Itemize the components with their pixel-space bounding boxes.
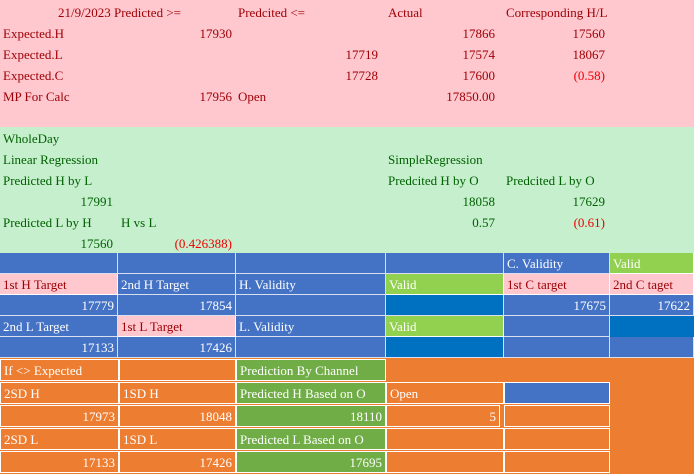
second-l-target-value[interactable]: 17133 bbox=[0, 337, 118, 358]
h-validity-value[interactable]: Valid bbox=[386, 274, 504, 295]
predicted-h-by-l-label[interactable]: Predicted H by L bbox=[3, 173, 93, 188]
open-label[interactable]: Open bbox=[238, 89, 267, 104]
second-h-target-value[interactable]: 17854 bbox=[118, 295, 236, 316]
predicted-h-based-on-o-label[interactable]: Predicted H Based on O bbox=[236, 382, 386, 404]
empty-cell[interactable] bbox=[386, 337, 504, 358]
linear-regression-label[interactable]: Linear Regression bbox=[3, 152, 98, 167]
first-c-target-label[interactable]: 1st C target bbox=[504, 274, 610, 295]
open-value[interactable]: 5 bbox=[386, 405, 500, 427]
h-vs-l-label[interactable]: H vs L bbox=[121, 215, 157, 230]
sd1-l-value[interactable]: 17426 bbox=[119, 451, 236, 473]
h-vs-l-value[interactable]: (0.426388) bbox=[174, 236, 232, 251]
row-label[interactable]: Expected.C bbox=[3, 68, 64, 83]
first-h-target-value[interactable]: 17779 bbox=[0, 295, 118, 316]
empty-cell[interactable] bbox=[236, 253, 386, 274]
mp-for-calc-value[interactable]: 17956 bbox=[199, 89, 233, 104]
empty-cell[interactable] bbox=[119, 359, 236, 381]
empty-cell[interactable] bbox=[610, 316, 694, 337]
cell-predicted-le[interactable]: 17728 bbox=[345, 68, 379, 83]
predicted-h-by-l-value[interactable]: 17991 bbox=[80, 194, 114, 209]
correlation-negative-value[interactable]: (0.61) bbox=[573, 215, 605, 230]
cell-actual[interactable]: 17866 bbox=[462, 26, 496, 41]
empty-cell[interactable] bbox=[610, 337, 694, 358]
header-predicted-le[interactable]: Predcited <= bbox=[238, 5, 306, 20]
sd1-h-value[interactable]: 18048 bbox=[119, 405, 236, 427]
cell-predicted-ge[interactable]: 17930 bbox=[199, 26, 233, 41]
sd1-l-label[interactable]: 1SD L bbox=[119, 428, 236, 450]
cell-actual[interactable]: 17600 bbox=[462, 68, 496, 83]
empty-cell[interactable] bbox=[236, 295, 386, 316]
predicted-h-based-on-o-value[interactable]: 18110 bbox=[236, 405, 386, 427]
cell-corresponding-negative[interactable]: (0.58) bbox=[573, 68, 605, 83]
l-validity-value[interactable]: Valid bbox=[386, 316, 504, 337]
sd2-l-value[interactable]: 17133 bbox=[0, 451, 119, 473]
empty-cell[interactable] bbox=[504, 316, 610, 337]
l-validity-label[interactable]: L. Validity bbox=[236, 316, 386, 337]
header-date-predicted-ge[interactable]: 21/9/2023 Predicted >= bbox=[58, 5, 181, 20]
predicted-l-based-on-o-label[interactable]: Predicted L Based on O bbox=[236, 428, 386, 450]
empty-cell[interactable] bbox=[504, 337, 610, 358]
row-label[interactable]: Expected.L bbox=[3, 47, 63, 62]
predicted-h-by-o-value[interactable]: 18058 bbox=[462, 194, 496, 209]
cell-corresponding[interactable]: 18067 bbox=[572, 47, 606, 62]
cell-predicted-le[interactable]: 17719 bbox=[345, 47, 379, 62]
regression-section bbox=[0, 127, 694, 253]
first-l-target-value[interactable]: 17426 bbox=[118, 337, 236, 358]
c-validity-label[interactable]: C. Validity bbox=[504, 253, 610, 274]
empty-cell[interactable] bbox=[504, 451, 610, 473]
second-c-target-label[interactable]: 2nd C taget bbox=[610, 274, 694, 295]
open-label[interactable]: Open bbox=[386, 382, 504, 404]
predicted-l-by-o-label[interactable]: Predcited L by O bbox=[506, 173, 595, 188]
empty-cell[interactable] bbox=[0, 253, 118, 274]
empty-cell[interactable] bbox=[118, 253, 236, 274]
empty-cell[interactable] bbox=[504, 428, 610, 450]
simple-regression-label[interactable]: SimpleRegression bbox=[388, 152, 483, 167]
predicted-l-by-o-value[interactable]: 17629 bbox=[572, 194, 606, 209]
correlation-value[interactable]: 0.57 bbox=[472, 215, 495, 230]
second-c-target-value[interactable]: 17622 bbox=[610, 295, 694, 316]
empty-cell[interactable] bbox=[386, 253, 504, 274]
sd1-h-label[interactable]: 1SD H bbox=[119, 382, 236, 404]
h-validity-label[interactable]: H. Validity bbox=[236, 274, 386, 295]
open-value[interactable]: 17850.00 bbox=[446, 89, 495, 104]
row-label[interactable]: Expected.H bbox=[3, 26, 65, 41]
empty-cell[interactable] bbox=[386, 451, 504, 473]
sd2-h-value[interactable]: 17973 bbox=[0, 405, 119, 427]
header-corresponding[interactable]: Corresponding H/L bbox=[506, 5, 608, 20]
second-l-target-label[interactable]: 2nd L Target bbox=[0, 316, 118, 337]
empty-cell[interactable] bbox=[504, 382, 610, 404]
predicted-l-based-on-o-value[interactable]: 17695 bbox=[236, 451, 386, 473]
top-section bbox=[0, 0, 694, 127]
prediction-by-channel-label[interactable]: Prediction By Channel bbox=[236, 359, 386, 381]
cell-actual[interactable]: 17574 bbox=[462, 47, 496, 62]
first-h-target-label[interactable]: 1st H Target bbox=[0, 274, 118, 295]
if-expected-label[interactable]: If <> Expected bbox=[0, 359, 119, 381]
second-h-target-label[interactable]: 2nd H Target bbox=[118, 274, 236, 295]
header-actual[interactable]: Actual bbox=[388, 5, 423, 20]
sd2-l-label[interactable]: 2SD L bbox=[0, 428, 119, 450]
whole-day-label[interactable]: WholeDay bbox=[3, 131, 60, 146]
mp-for-calc-label[interactable]: MP For Calc bbox=[3, 89, 70, 104]
predicted-h-by-o-label[interactable]: Predcited H by O bbox=[388, 173, 479, 188]
empty-cell[interactable] bbox=[236, 337, 386, 358]
first-c-target-value[interactable]: 17675 bbox=[504, 295, 610, 316]
predicted-l-by-h-label[interactable]: Predicted L by H bbox=[3, 215, 92, 230]
empty-cell[interactable] bbox=[386, 428, 504, 450]
empty-cell[interactable] bbox=[504, 405, 610, 427]
sd2-h-label[interactable]: 2SD H bbox=[0, 382, 119, 404]
c-validity-value[interactable]: Valid bbox=[610, 253, 694, 274]
predicted-l-by-h-value[interactable]: 17560 bbox=[80, 236, 114, 251]
empty-cell[interactable] bbox=[386, 295, 504, 316]
first-l-target-label[interactable]: 1st L Target bbox=[118, 316, 236, 337]
cell-corresponding[interactable]: 17560 bbox=[572, 26, 606, 41]
